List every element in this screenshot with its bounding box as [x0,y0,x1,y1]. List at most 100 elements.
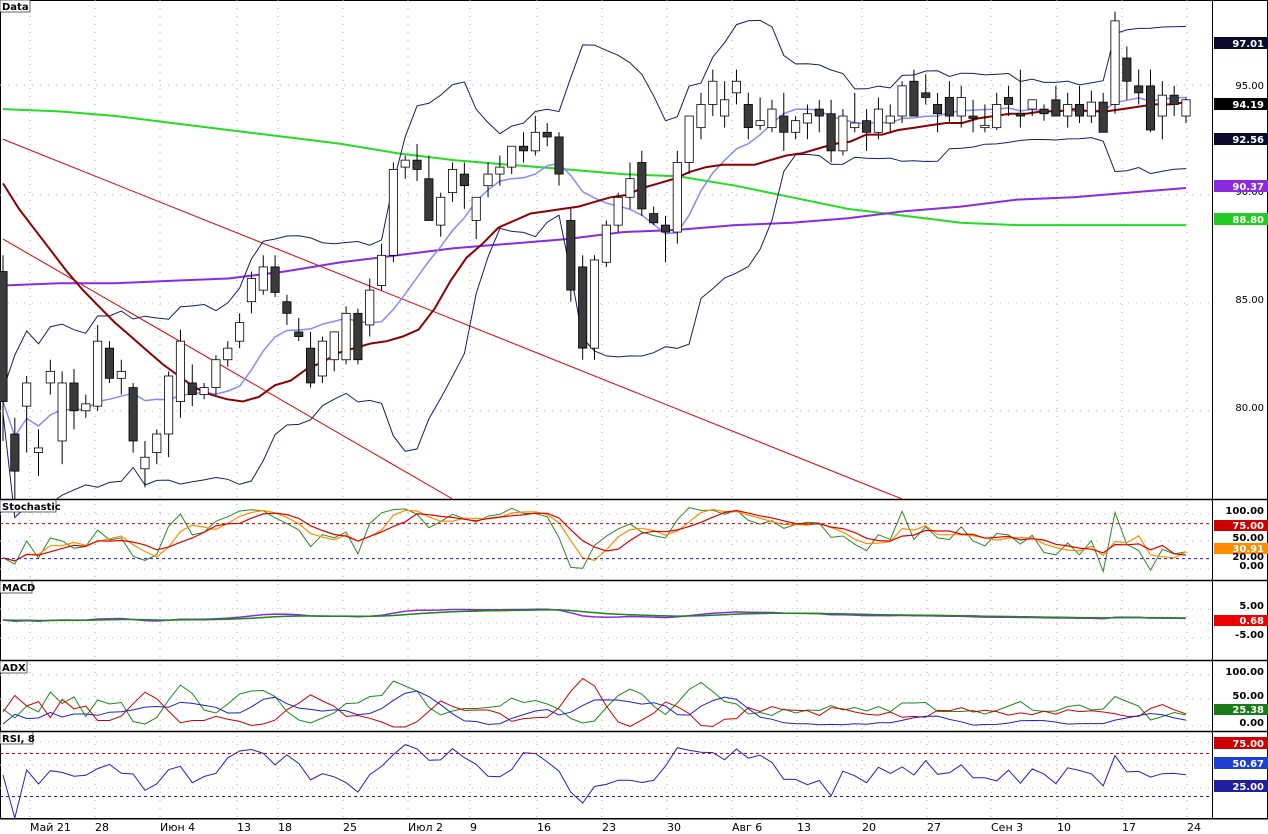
value-badge [1214,757,1268,769]
trendline [2,138,903,500]
candle [589,259,600,349]
candle [33,447,44,453]
x-tick-label: 30 [667,821,681,834]
x-tick-label: 10 [1057,821,1071,834]
value-badge-text: 97.01 [1232,39,1264,50]
candle [424,178,434,221]
candle [814,108,824,117]
candle [826,113,836,152]
candle [1145,85,1156,131]
candle [838,115,848,152]
candle [258,266,268,291]
candle [507,145,517,168]
candle [306,347,316,384]
candle [601,224,611,263]
value-badge-text: 20.00 [1232,552,1264,563]
x-tick-label: 23 [602,821,616,834]
candle [116,370,126,379]
candle [270,266,280,293]
candle [483,173,493,187]
candle [767,108,777,129]
purple-mid-ma-line [2,187,1187,287]
stoch-k-line [2,508,1187,562]
value-badge-text: 25.00 [1232,782,1264,793]
adx-line [2,690,1187,726]
candle [578,266,588,349]
panel-label-box [0,731,34,745]
candle [1098,101,1108,133]
candle [317,340,327,377]
candle [152,433,162,453]
x-tick-label: 27 [927,821,941,834]
adx-axis: 100.00 50.00 25.38 0.00 [1214,667,1268,729]
candle [885,115,895,124]
value-badge [1214,615,1268,626]
candle [365,289,375,326]
rsi-axis: 75.00 50.67 25.00 [1214,737,1268,793]
rsi-line [2,744,1187,820]
value-badge [1214,180,1268,192]
value-badge-text: 90.37 [1232,182,1264,193]
value-badge [1214,213,1268,225]
candle [22,382,32,407]
indicator-lines [0,523,1212,797]
x-tick-label: 18 [278,821,292,834]
candle [211,359,221,388]
candle [187,382,197,395]
adx-minus-di-line [2,677,1187,728]
candle [140,456,150,470]
price-panel-label: Data [2,2,29,13]
candle [672,162,682,233]
x-tick-label: 25 [343,821,357,834]
candle [909,80,919,117]
candle [1015,113,1025,117]
candle [862,120,872,133]
macd-panel-label: MACD [2,583,35,594]
x-tick-label: Сен 3 [991,821,1023,834]
adx-panel-label: ADX [2,663,26,674]
price-tick-label: 95.00 [1235,81,1264,92]
candle [779,115,789,133]
candle [956,97,966,117]
green-long-ma-line [2,108,1186,227]
x-tick-label: 13 [797,821,811,834]
candle [542,131,552,138]
x-tick-label: 13 [237,821,251,834]
candle [459,173,469,187]
panel-label-box [0,0,31,13]
candle [1169,94,1179,105]
candle [802,113,812,124]
candle [412,159,422,170]
candle [294,331,304,337]
stoch-fast-line [2,507,1187,574]
candle [944,97,954,117]
candle [341,312,351,361]
rsi-panel-label: RSI, 8 [2,734,35,745]
price-badges: 97.01 94.19 92.56 90.37 88.80 [1214,37,1268,226]
candle [1122,57,1132,82]
grid-dots [0,0,1212,819]
candle [93,340,103,407]
x-tick-label: 24 [1187,821,1201,834]
candle [708,80,718,105]
candle [282,301,292,314]
candle [199,387,209,395]
candle [720,99,730,117]
value-badge-text: 30.91 [1232,544,1264,555]
candle [400,159,410,168]
value-badge-text: 92.56 [1232,135,1264,146]
value-badge [1214,520,1268,531]
candle [57,382,67,442]
price-tick-label: 80.00 [1235,403,1264,414]
candle [696,104,706,129]
candle [684,115,694,163]
candle [45,370,55,384]
value-badge-text: 50.67 [1232,759,1264,770]
candle [625,178,635,198]
panel-label-box [0,660,28,674]
candle [447,169,458,194]
value-badge [1214,780,1268,792]
candle [637,162,647,210]
macd-tick-label: -5.00 [1235,630,1264,641]
